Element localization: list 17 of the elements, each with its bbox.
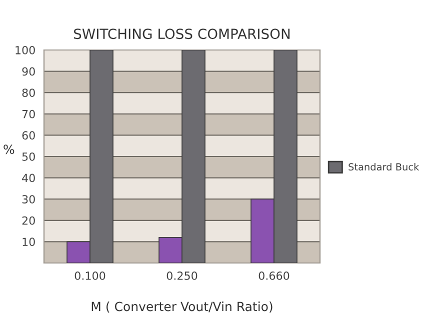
y-tick-label: 100 [16,46,35,54]
y-tick-label: 80 [22,88,35,97]
x-tick-label: 0.660 [258,272,290,280]
legend-label: Standard Buck [348,162,420,171]
y-tick-label: 90 [22,67,35,76]
y-tick-label: 40 [22,174,35,182]
x-tick-label: 0.250 [166,272,198,280]
y-tick-label: 20 [22,216,35,225]
y-tick-label: 70 [22,110,35,118]
y-tick-label: 10 [22,238,35,246]
y-tick-label: 50 [22,152,35,161]
x-tick-label: 0.100 [74,272,106,280]
x-axis-title: M ( Converter Vout/Vin Ratio) [92,302,272,313]
chart-title: SWITCHING LOSS COMPARISON [74,28,290,40]
y-tick-label: 60 [22,131,35,140]
y-tick-label: 30 [22,195,35,204]
y-axis-title: % [4,144,14,154]
